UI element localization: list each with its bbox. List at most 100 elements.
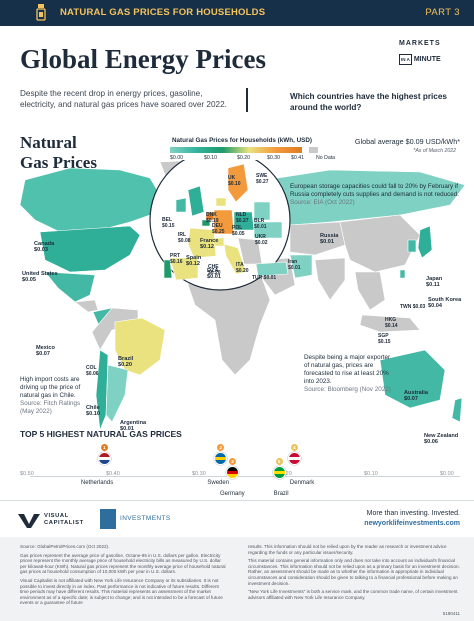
label-colombia: COL $0.06 xyxy=(86,365,99,377)
footer-divider xyxy=(0,500,474,501)
tagline: More than investing. Invested. xyxy=(366,510,460,517)
brazil-shape xyxy=(114,317,166,376)
label-netherlands: NLD $0.27 xyxy=(236,212,249,224)
markets-in-a-minute-logo: MARKETS IN A MINUTE xyxy=(399,39,459,75)
label-denmark: DNK $0.19 xyxy=(206,212,219,224)
taiwan-shape xyxy=(399,269,406,279)
argentina-shape xyxy=(105,364,129,423)
italy-shape xyxy=(223,243,247,275)
rank-badge: 1 xyxy=(100,444,108,451)
ukraine-shape xyxy=(253,221,283,239)
indonesia-shape xyxy=(359,314,421,333)
label-sweden: SWE $0.27 xyxy=(256,173,269,185)
legend-no-data-label: No Data xyxy=(316,155,336,161)
scale-axis-line xyxy=(30,476,460,477)
footer-panel xyxy=(0,537,474,621)
gas-burner-icon xyxy=(36,4,46,21)
legend-title: Natural Gas Prices for Households (kWh, … xyxy=(172,137,312,144)
nyl-investments-label: INVESTMENTS xyxy=(120,515,171,522)
chile-note: High import costs are driving up the pri… xyxy=(20,376,81,415)
scale-tick: $0.10 xyxy=(364,471,378,477)
footer-code: 5180411 xyxy=(442,611,460,616)
legend-tick: $0.30 xyxy=(267,155,280,161)
central-america-shape xyxy=(74,299,99,313)
label-russia: Russia $0.01 xyxy=(320,233,339,246)
part-label: PART 3 xyxy=(425,7,460,18)
label-singapore: SGP $0.15 xyxy=(378,333,391,345)
footer-methodology: Gas prices represent the average price o… xyxy=(20,552,226,575)
footer-trademark: "New York Life Investments" is both a se… xyxy=(248,589,458,600)
flag-denmark-icon xyxy=(287,452,301,465)
label-japan: Japan $0.11 xyxy=(426,276,443,289)
sweden-shape xyxy=(227,163,249,203)
label-taiwan: TWN $0.03 xyxy=(400,304,426,310)
label-canada: Canada $0.03 xyxy=(34,241,55,254)
rank-badge: 4 xyxy=(290,444,298,451)
label-ireland: IRL $0.08 xyxy=(178,232,191,244)
label-poland: POL $0.05 xyxy=(232,225,245,237)
vc-line2: CAPITALIST xyxy=(44,520,84,526)
germany-shape xyxy=(213,209,235,235)
label-spain: Spain $0.12 xyxy=(186,255,202,268)
label-turkey: TUR $0.01 xyxy=(252,275,277,281)
india-shape xyxy=(314,257,346,301)
denmark-shape xyxy=(215,197,227,207)
top5-country-name: Brazil xyxy=(273,491,289,497)
rank-badge: 3 xyxy=(229,458,236,465)
legend-tick: $0.10 xyxy=(204,155,217,161)
label-chile: Chile $0.10 xyxy=(86,405,100,418)
nyl-url[interactable]: newyorklifeinvestments.com xyxy=(364,520,460,527)
rank-badge: 2 xyxy=(217,444,225,451)
new-york-life-logo xyxy=(100,509,116,529)
mexico-shape xyxy=(44,271,96,303)
label-australia: Australia $0.07 xyxy=(404,390,428,403)
uk-shape xyxy=(187,185,205,217)
se-asia-shape xyxy=(354,271,386,311)
label-ukraine: UKR $0.02 xyxy=(255,234,268,246)
australia-shape xyxy=(379,349,446,409)
switzerland-shape xyxy=(213,237,225,247)
vc-line1: VISUAL xyxy=(44,513,69,519)
spain-shape xyxy=(169,257,199,281)
legend-no-data-swatch xyxy=(309,147,318,153)
visual-capitalist-logo: VISUAL CAPITALIST xyxy=(18,512,88,528)
top5-country-name: Denmark xyxy=(289,480,315,486)
scale-tick: $0.40 xyxy=(106,471,120,477)
flag-sweden-icon xyxy=(214,452,228,465)
korea-shape xyxy=(407,239,417,253)
footer-source: Source: GlobalPetrolPrices.com (Oct 2022… xyxy=(20,544,110,549)
brand-line2: MINUTE xyxy=(413,56,441,63)
europe-inset xyxy=(149,160,291,291)
legend-tick: $0.20 xyxy=(237,155,250,161)
label-united-states: United States $0.05 xyxy=(22,271,58,284)
label-germany: DEU $0.25 xyxy=(212,223,225,235)
central-asia-shape xyxy=(289,221,346,256)
label-argentina: Argentina $0.01 xyxy=(120,420,147,433)
label-brazil: Brazil $0.20 xyxy=(118,356,134,369)
top5-country-name: Sweden xyxy=(207,480,230,486)
scale-tick: $0.00 xyxy=(440,471,454,477)
brand-in: IN A xyxy=(399,53,412,65)
label-iran: Iran $0.01 xyxy=(288,259,301,271)
question-text: Which countries have the highest prices … xyxy=(290,92,447,112)
label-france: France $0.12 xyxy=(200,238,219,251)
label-switzerland: CHE $0.20 xyxy=(208,264,221,276)
label-south-korea: South Korea $0.04 xyxy=(428,297,462,310)
page-title: Global Energy Prices xyxy=(20,44,266,74)
usa-shape xyxy=(39,225,141,273)
australia-note: Despite being a major exporter of natura… xyxy=(304,354,391,393)
canada-shape xyxy=(19,167,161,233)
label-mexico: Mexico $0.07 xyxy=(36,345,55,358)
top5-title: TOP 5 HIGHEST NATURAL GAS PRICES xyxy=(20,429,182,439)
europe-note: European storage capacities could fall t… xyxy=(290,183,460,206)
label-italy: ITA $0.20 xyxy=(236,262,249,274)
flag-netherlands-icon xyxy=(97,452,111,465)
new-zealand-shape xyxy=(451,397,463,423)
flag-germany-icon xyxy=(226,466,239,479)
belarus-shape xyxy=(253,201,271,221)
turkey-shape xyxy=(255,261,289,277)
top5-country-name: Netherlands xyxy=(80,480,114,486)
legend-tick: $0.41 xyxy=(291,155,304,161)
label-portugal: PRT $0.16 xyxy=(170,253,183,265)
world-map xyxy=(19,160,466,431)
